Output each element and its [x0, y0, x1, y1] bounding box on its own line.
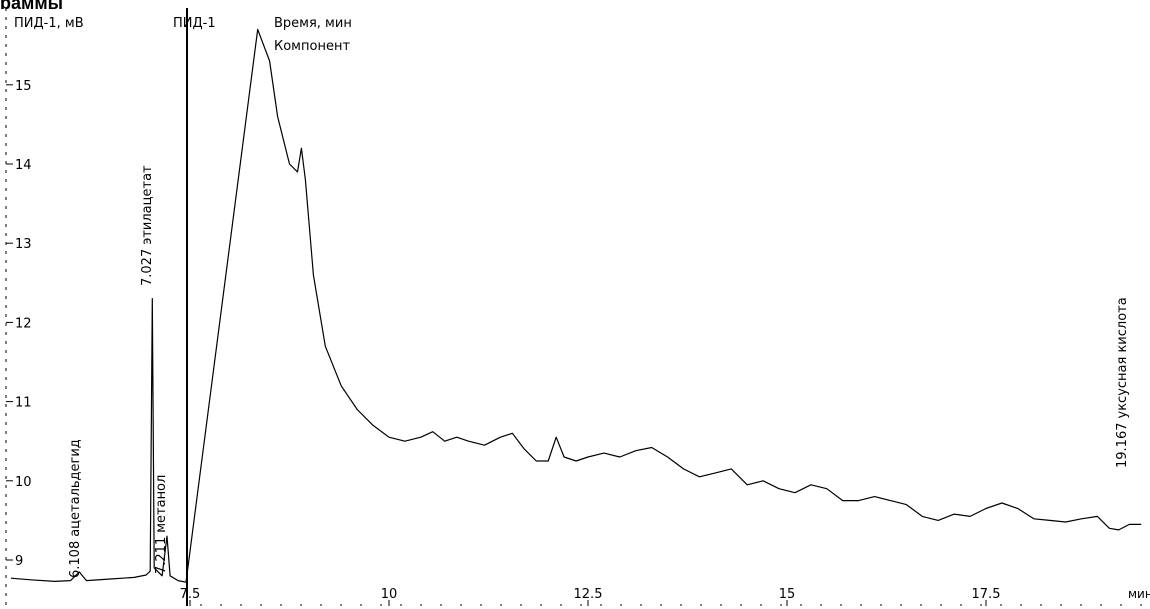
x-tick-label: 17.5 — [972, 587, 1001, 602]
peak-retention-time: 7.211 — [154, 537, 169, 574]
x-ticks: 7.5 10 12.5 15 17.5 — [180, 587, 1001, 606]
peak-annotations: 6.108 ацетальдегид 7.027 этилацетат 7.211 мет… — [68, 165, 1130, 578]
y-tick-label: 14 — [15, 158, 32, 173]
y-tick-label: 15 — [15, 79, 32, 94]
y-tick-label: 11 — [15, 396, 32, 411]
y-ticks: 9 10 11 12 13 14 15 — [6, 79, 32, 569]
y-tick-label: 12 — [15, 316, 32, 331]
y-axis-title: ПИД-1, мВ — [14, 16, 84, 31]
peak-component-name: ацетальдегид — [68, 439, 83, 537]
component-header-label: Компонент — [274, 39, 350, 54]
time-header-label: Время, мин — [274, 16, 352, 31]
y-tick-label: 13 — [15, 237, 32, 252]
x-tick-label: 10 — [381, 587, 398, 602]
peak-label: 19.167 уксусная кислота — [1115, 297, 1130, 468]
y-tick-label: 9 — [15, 554, 23, 569]
peak-label: 7.211 метанол — [154, 475, 169, 574]
peak-retention-time: 7.027 — [140, 249, 155, 286]
peak-component-name: метанол — [154, 475, 169, 533]
peak-component-name: этилацетат — [140, 165, 155, 245]
chromatogram-series-line — [10, 28, 1142, 583]
channel-label: ПИД-1 — [173, 16, 216, 31]
x-tick-label: 12.5 — [574, 587, 603, 602]
x-tick-label: 7.5 — [180, 587, 201, 602]
peak-label: 6.108 ацетальдегид — [68, 439, 83, 578]
peak-retention-time: 6.108 — [68, 541, 83, 578]
peak-retention-time: 19.167 — [1115, 423, 1130, 469]
peak-label: 7.027 этилацетат — [140, 165, 155, 286]
x-tick-label: 15 — [779, 587, 796, 602]
page-title-fragment: раммы — [0, 0, 63, 9]
y-tick-label: 10 — [15, 475, 32, 490]
x-axis-unit-label: мин — [1128, 587, 1150, 601]
series-layer — [10, 28, 1142, 583]
peak-component-name: уксусная кислота — [1115, 297, 1130, 418]
